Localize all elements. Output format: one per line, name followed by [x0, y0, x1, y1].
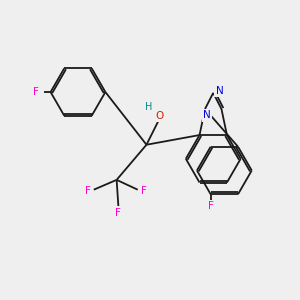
Text: F: F	[85, 187, 90, 196]
Text: N: N	[203, 110, 211, 120]
Text: O: O	[155, 111, 164, 121]
Text: F: F	[116, 208, 121, 218]
Text: F: F	[208, 202, 214, 212]
Text: N: N	[216, 86, 224, 96]
Text: F: F	[141, 187, 147, 196]
Text: H: H	[145, 102, 153, 112]
Text: F: F	[34, 87, 39, 97]
